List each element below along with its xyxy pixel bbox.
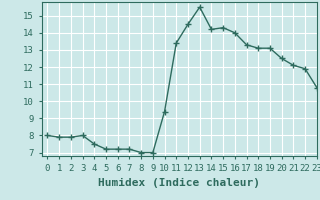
- X-axis label: Humidex (Indice chaleur): Humidex (Indice chaleur): [98, 178, 260, 188]
